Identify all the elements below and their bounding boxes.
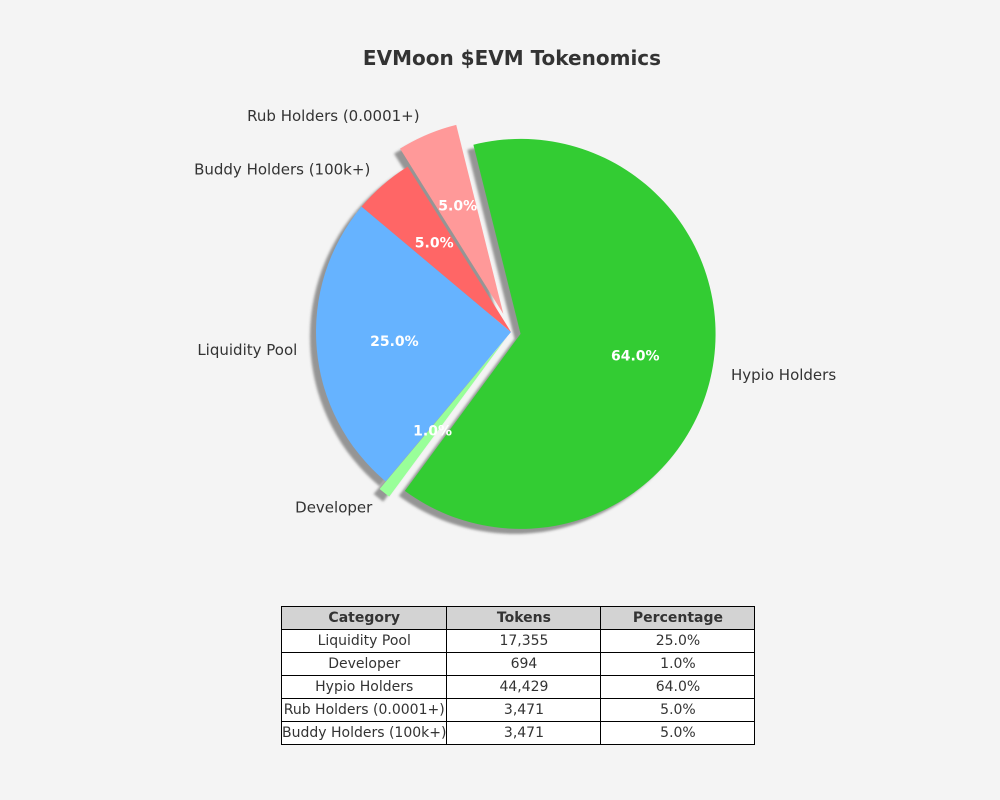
cell-percentage: 5.0% [600,721,756,745]
cell-category: Hypio Holders [280,675,448,699]
cell-percentage: 5.0% [600,698,756,722]
slice-label-liquidity-pool: Liquidity Pool [197,341,297,359]
cell-category: Rub Holders (0.0001+) [280,698,448,722]
percent-label-rub-holders-0-0001: 5.0% [438,198,477,214]
percent-label-buddy-holders-100k: 5.0% [415,236,454,252]
cell-category: Developer [280,652,448,676]
header-tokens: Tokens [446,606,602,630]
percent-label-liquidity-pool: 25.0% [370,334,419,350]
pie-slices [316,124,716,529]
slice-label-developer: Developer [295,499,373,517]
slice-label-rub-holders-0-0001: Rub Holders (0.0001+) [247,107,419,125]
pie-labels: Liquidity Pool 25.0% Developer 1.0% Hypio Ho… [194,107,836,517]
table-row: Buddy Holders (100k+) 3,471 5.0% [280,721,756,745]
pie-chart: Liquidity Pool 25.0% Developer 1.0% Hypio Ho… [194,107,836,534]
cell-percentage: 64.0% [600,675,756,699]
percent-label-hypio-holders: 64.0% [611,349,660,365]
cell-tokens: 694 [446,652,602,676]
cell-tokens: 17,355 [446,629,602,653]
cell-tokens: 3,471 [446,698,602,722]
slice-buddy-holders-100k [361,166,511,332]
table-row: Hypio Holders 44,429 64.0% [280,675,756,699]
slice-label-hypio-holders: Hypio Holders [731,366,836,384]
cell-tokens: 44,429 [446,675,602,699]
table-row: Developer 694 1.0% [280,652,756,676]
cell-percentage: 1.0% [600,652,756,676]
table-row: Liquidity Pool 17,355 25.0% [280,629,756,653]
header-percentage: Percentage [600,606,756,630]
table-header-row: Category Tokens Percentage [280,606,756,630]
cell-category: Buddy Holders (100k+) [280,721,448,745]
chart-title: EVMoon $EVM Tokenomics [362,46,662,70]
header-category: Category [280,606,448,630]
slice-developer [379,339,505,497]
slice-rub-holders-0-0001 [400,124,504,315]
table-row: Rub Holders (0.0001+) 3,471 5.0% [280,698,756,722]
slice-liquidity-pool [316,206,511,482]
percent-label-developer: 1.0% [413,424,452,440]
slice-hypio-holders [404,138,716,529]
slice-label-buddy-holders-100k: Buddy Holders (100k+) [194,161,370,179]
cell-percentage: 25.0% [600,629,756,653]
data-table: Category Tokens Percentage Liquidity Poo… [280,606,756,745]
cell-category: Liquidity Pool [280,629,448,653]
cell-tokens: 3,471 [446,721,602,745]
